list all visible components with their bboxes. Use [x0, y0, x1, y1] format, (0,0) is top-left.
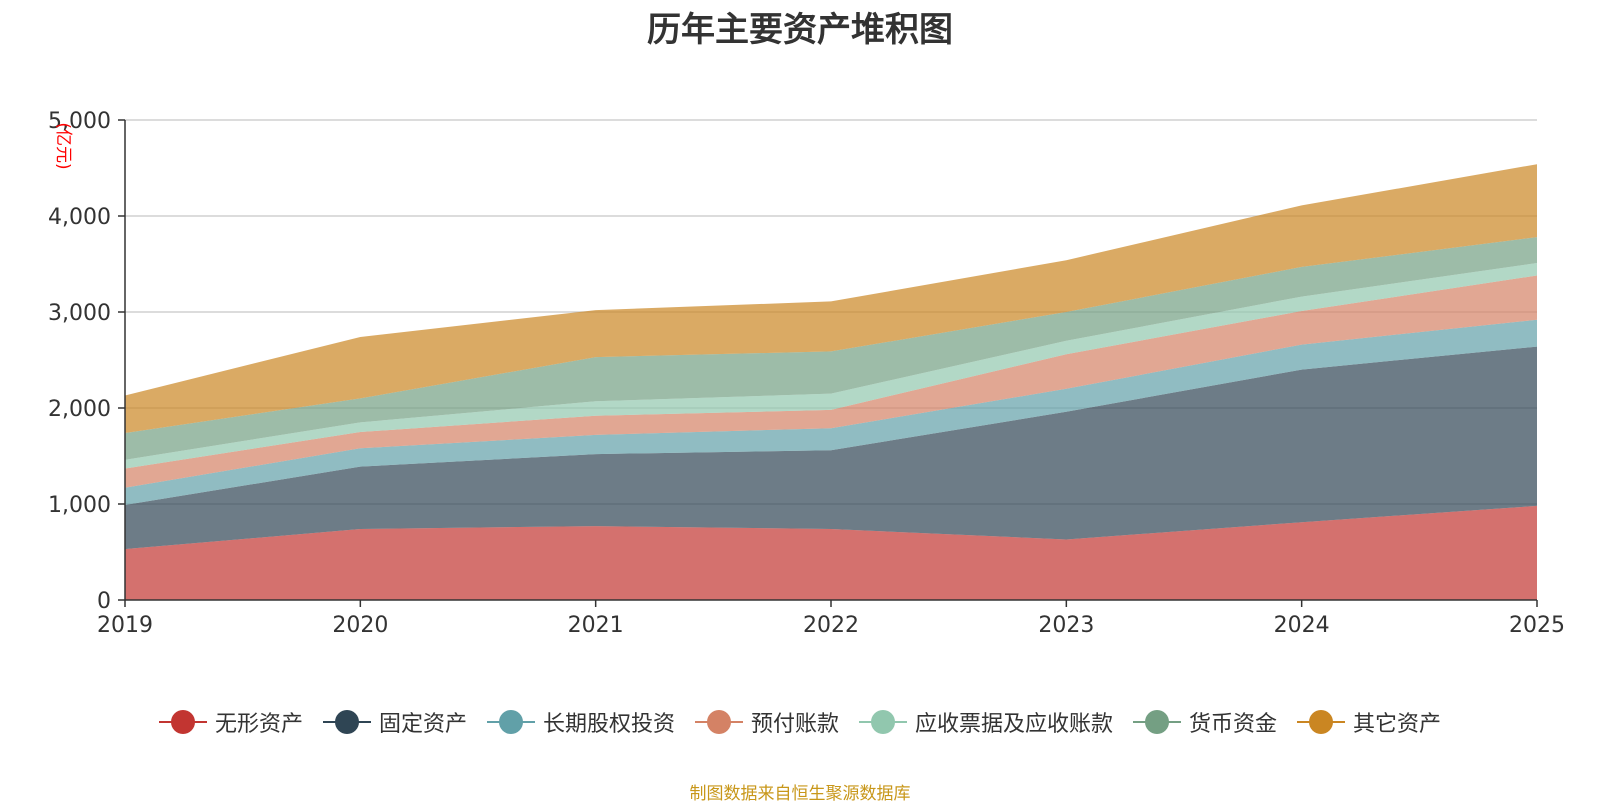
- axes: 0 1,000 2,000 3,000 4,000 5,000 2019 2020 2021 20…: [48, 109, 1565, 638]
- series-area-7: [125, 164, 1537, 433]
- series-area-5: [125, 263, 1537, 469]
- legend-marker-icon: [1133, 709, 1182, 735]
- legend-marker-icon: [1297, 709, 1346, 735]
- y-axis-unit-label: (亿元): [53, 122, 73, 169]
- legend-marker-icon: [486, 709, 535, 735]
- y-axis-tick-label: 1,000: [48, 493, 111, 518]
- chart-area: 0 1,000 2,000 3,000 4,000 5,000 2019 2020 2021 20…: [48, 109, 1565, 638]
- x-axis-tick-label: 2023: [1038, 613, 1094, 638]
- source-note: 制图数据来自恒生聚源数据库: [689, 784, 911, 804]
- x-axis-tick-label: 2025: [1509, 613, 1565, 638]
- legend-label: 货币资金: [1189, 712, 1278, 737]
- y-axis-tick-label: 3,000: [48, 301, 111, 326]
- legend-marker-icon: [158, 709, 207, 735]
- legend-item-4[interactable]: 预付账款: [694, 706, 839, 738]
- y-axis-tick-label: 4,000: [48, 205, 111, 230]
- x-axis-tick-label: 2020: [332, 613, 388, 638]
- legend-marker-icon: [859, 709, 907, 735]
- chart-title: 历年主要资产堆积图: [647, 10, 953, 50]
- series-area-2: [125, 346, 1537, 550]
- legend-label: 无形资产: [214, 712, 303, 737]
- series-areas: [125, 164, 1537, 600]
- legend-label: 预付账款: [750, 712, 839, 737]
- x-axis-tick-label: 2019: [97, 613, 153, 638]
- legend-item-5[interactable]: 应收票据及应收账款: [859, 706, 1113, 738]
- x-axis-tick-label: 2024: [1274, 613, 1330, 638]
- legend-label: 其它资产: [1353, 712, 1442, 737]
- series-area-1: [125, 505, 1537, 600]
- legend-item-6[interactable]: 货币资金: [1133, 706, 1277, 738]
- legend-label: 应收票据及应收账款: [915, 712, 1114, 737]
- legend: 无形资产 固定资产 长期股权投资 预付账款 应收票据及应收账款 货币资金 其它资产: [0, 706, 1600, 738]
- y-axis-tick-label: 0: [97, 589, 111, 614]
- y-axis-tick-label: 2,000: [48, 397, 111, 422]
- x-axis-tick-label: 2022: [803, 613, 859, 638]
- legend-item-2[interactable]: 固定资产: [322, 706, 467, 738]
- legend-item-3[interactable]: 长期股权投资: [486, 706, 675, 738]
- x-axis-tick-label: 2021: [568, 613, 624, 638]
- legend-label: 固定资产: [378, 712, 467, 737]
- series-area-6: [125, 237, 1537, 460]
- series-area-4: [125, 275, 1537, 488]
- y-axis-tick-label: 5,000: [48, 109, 111, 134]
- legend-item-7[interactable]: 其它资产: [1297, 706, 1441, 738]
- legend-marker-icon: [322, 709, 371, 735]
- legend-marker-icon: [694, 709, 743, 735]
- legend-label: 长期股权投资: [542, 712, 675, 737]
- legend-item-1[interactable]: 无形资产: [158, 706, 303, 738]
- series-area-3: [125, 319, 1537, 505]
